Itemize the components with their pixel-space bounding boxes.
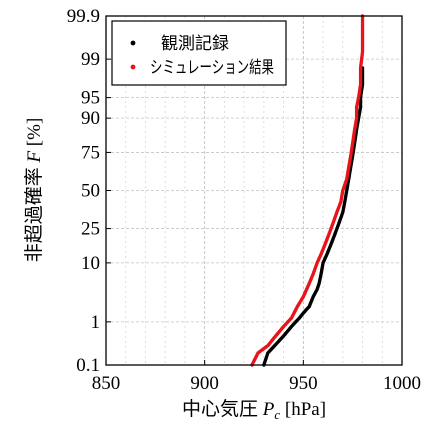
y-tick-label: 10 xyxy=(81,253,100,274)
legend-label-simulation: シミュレーション結果 xyxy=(150,58,274,77)
legend-marker-observed xyxy=(130,40,136,46)
x-tick-label: 850 xyxy=(92,373,121,394)
y-tick-label: 50 xyxy=(81,181,100,202)
x-axis-title-unit: [hPa] xyxy=(280,399,326,420)
x-tick-label: 1000 xyxy=(383,373,421,394)
legend-label-observed: 観測記録 xyxy=(161,34,229,53)
x-axis-title-main: 中心気圧 xyxy=(182,398,263,420)
legend-box xyxy=(111,20,287,86)
x-axis-title-sub: c xyxy=(274,407,280,422)
y-axis-title: 非超過確率 F [%] xyxy=(23,118,45,263)
legend: 観測記録 シミュレーション結果 xyxy=(111,20,287,86)
x-axis-title: 中心気圧 Pc [hPa] xyxy=(182,398,326,422)
y-tick-label: 25 xyxy=(81,219,100,240)
y-tick-label: 75 xyxy=(81,142,100,163)
y-tick-label: 99.9 xyxy=(67,6,100,27)
y-axis-title-main: 非超過確率 xyxy=(23,163,45,263)
y-tick-label: 95 xyxy=(81,88,100,109)
y-tick-label: 0.1 xyxy=(76,355,100,376)
legend-marker-simulation xyxy=(130,64,136,70)
x-tick-label: 950 xyxy=(289,373,318,394)
y-axis-title-var: F xyxy=(24,151,45,164)
grid xyxy=(106,16,402,365)
x-tick-label: 900 xyxy=(190,373,219,394)
y-tick-label: 1 xyxy=(91,312,101,333)
data-marks xyxy=(250,14,365,367)
y-tick-label: 90 xyxy=(81,108,100,129)
y-axis-title-unit: [%] xyxy=(24,118,45,151)
y-tick-label: 99 xyxy=(81,49,100,70)
x-axis-title-var: P xyxy=(262,399,275,420)
